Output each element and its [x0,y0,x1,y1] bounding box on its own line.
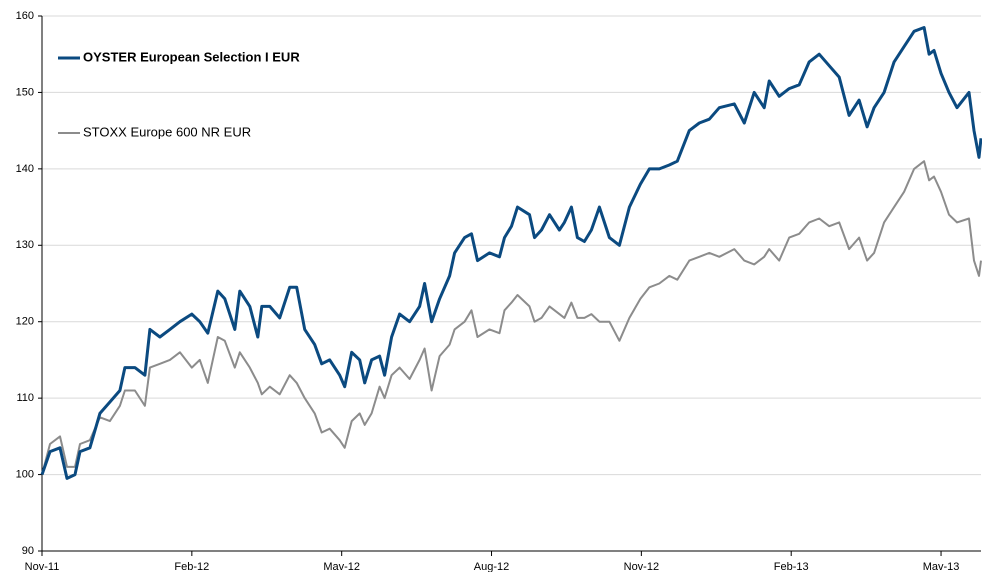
legend-label: STOXX Europe 600 NR EUR [83,124,251,139]
y-tick-label: 150 [16,86,34,98]
y-tick-label: 140 [16,163,34,175]
legend-label: OYSTER European Selection I EUR [83,49,300,64]
y-tick-label: 130 [16,239,34,251]
series-line [40,26,982,480]
x-tick-label: Mav-12 [323,561,360,572]
x-tick-label: Mav-13 [923,561,960,572]
x-tick-label: Nov-12 [624,561,659,572]
y-tick-label: 160 [16,10,34,22]
series-line [41,160,982,475]
y-tick-label: 120 [16,316,34,328]
x-tick-label: Aug-12 [474,561,509,572]
y-tick-label: 90 [22,545,34,557]
x-tick-label: Feb-13 [774,561,809,572]
y-tick-label: 100 [16,468,34,480]
y-tick-label: 110 [16,392,34,404]
x-tick-label: Feb-12 [174,561,209,572]
x-tick-label: Nov-11 [25,561,60,572]
